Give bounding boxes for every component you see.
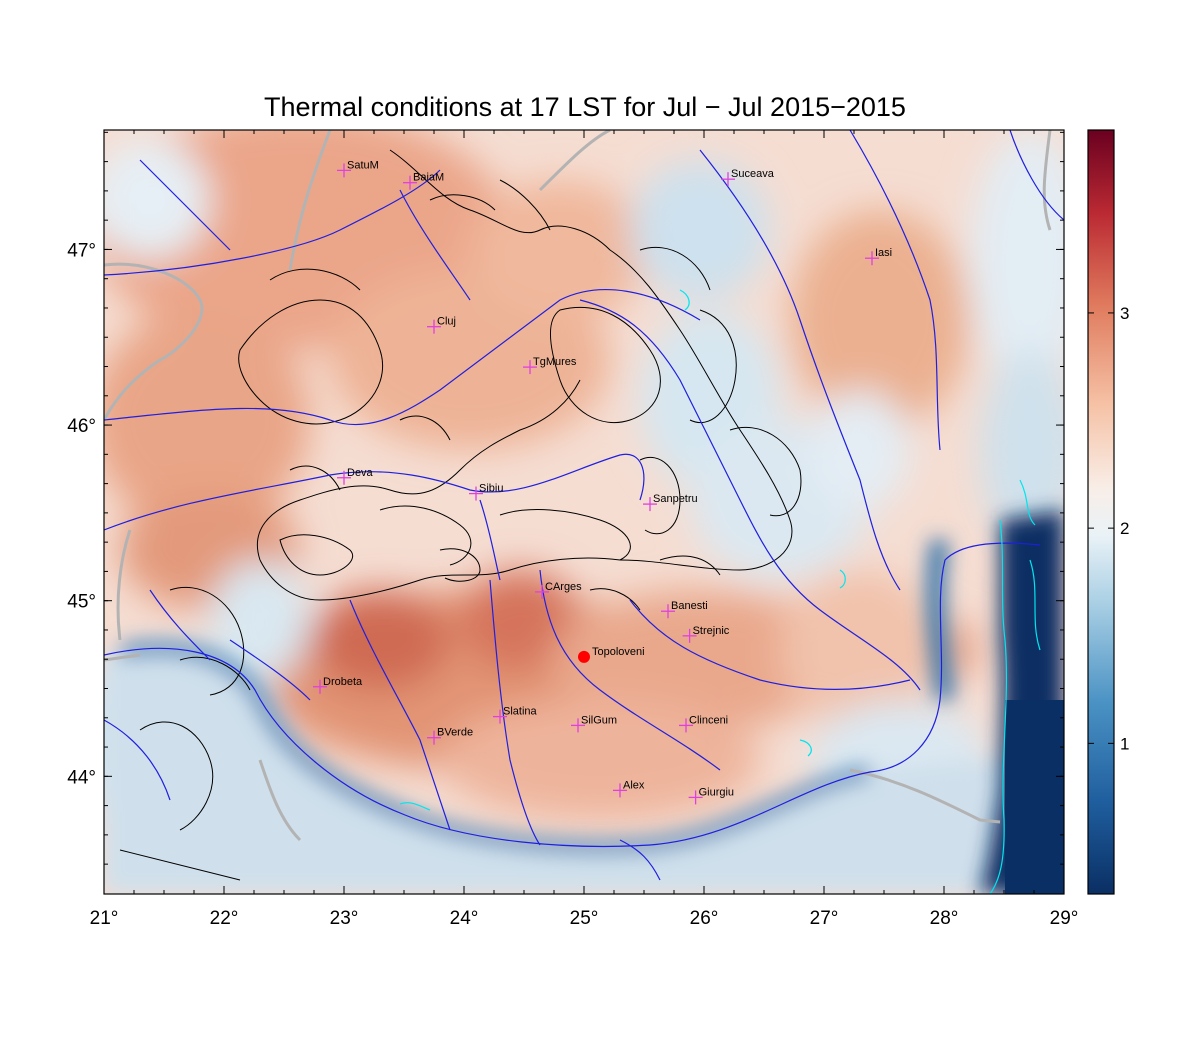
x-tick-label: 22° [210,908,239,929]
station-sibiu: Sibiu [469,483,503,501]
station-label: Drobeta [323,676,363,688]
y-tick-label: 47° [67,240,96,261]
station-baiam: BaiaM [403,172,444,190]
station-label: Sanpetru [653,493,698,505]
elevation-contours [119,149,802,881]
station-giurgiu: Giurgiu [688,786,734,805]
y-tick-label: 44° [67,767,96,788]
station-tgmures: TgMures [523,356,577,375]
station-label: Slatina [503,706,538,718]
station-label: BaiaM [413,172,444,184]
x-tick-label: 29° [1050,908,1079,929]
y-tick-label: 46° [67,416,96,437]
station-bverde: BVerde [427,727,473,745]
station-satum: SatuM [337,159,379,178]
station-label: Giurgiu [699,786,734,798]
colorbar-gradient [1087,129,1115,895]
temperature-field [104,130,1064,894]
colorbar-ticks: 1 2 3 [1088,304,1129,753]
station-topoloveni: Topoloveni [578,646,645,663]
station-sanpetru: Sanpetru [643,493,698,512]
map-title: Thermal conditions at 17 LST for Jul − J… [264,92,906,122]
station-label: TgMures [533,356,577,368]
x-tick-label: 25° [570,908,599,929]
station-label: Strejnic [693,625,730,637]
x-tick-label: 26° [690,908,719,929]
highlight-dot [578,650,590,663]
colorbar-tick-label: 2 [1120,519,1129,538]
station-label: BVerde [437,727,473,739]
y-tick-label: 45° [67,592,96,613]
station-label: Banesti [671,600,708,612]
station-iasi: Iasi [865,247,892,266]
station-banesti: Banesti [661,600,708,619]
station-strejnic: Strejnic [682,625,730,643]
station-markers: SatuM BaiaM Suceava Iasi Cluj TgMures Deva Sibi… [313,159,892,805]
x-tick-label: 21° [90,908,119,929]
lakes-coast [399,289,1041,894]
station-deva: Deva [337,467,374,485]
station-label: Deva [347,467,374,479]
x-tick-label: 24° [450,908,479,929]
station-slatina: Slatina [493,706,538,724]
station-label: Clinceni [689,714,728,726]
x-tick-label: 27° [810,908,839,929]
country-borders [104,130,1052,842]
station-label: SatuM [347,159,379,171]
map-axes: 21° 22° 23° 24° 25° 26° 27° 28° 29° 44° 45° 46° 47° [67,130,1078,929]
station-label: Suceava [731,168,775,180]
colorbar-tick-label: 3 [1120,304,1129,323]
station-label: Topoloveni [592,646,645,658]
station-label: SilGum [581,714,617,726]
rivers [104,130,1064,881]
x-tick-label: 28° [930,908,959,929]
station-label: Alex [623,779,645,791]
station-alex: Alex [613,779,645,798]
station-clinceni: Clinceni [679,714,728,733]
colorbar: 1 2 3 [1087,129,1129,895]
station-carges: CArges [535,581,582,599]
x-tick-label: 23° [330,908,359,929]
station-label: Cluj [437,316,456,328]
station-label: Sibiu [479,483,503,495]
station-drobeta: Drobeta [313,676,363,694]
colorbar-tick-label: 1 [1120,734,1129,753]
station-cluj: Cluj [427,316,456,334]
station-silgum: SilGum [571,714,617,733]
station-label: CArges [545,581,582,593]
station-label: Iasi [875,247,892,259]
station-suceava: Suceava [721,168,775,187]
